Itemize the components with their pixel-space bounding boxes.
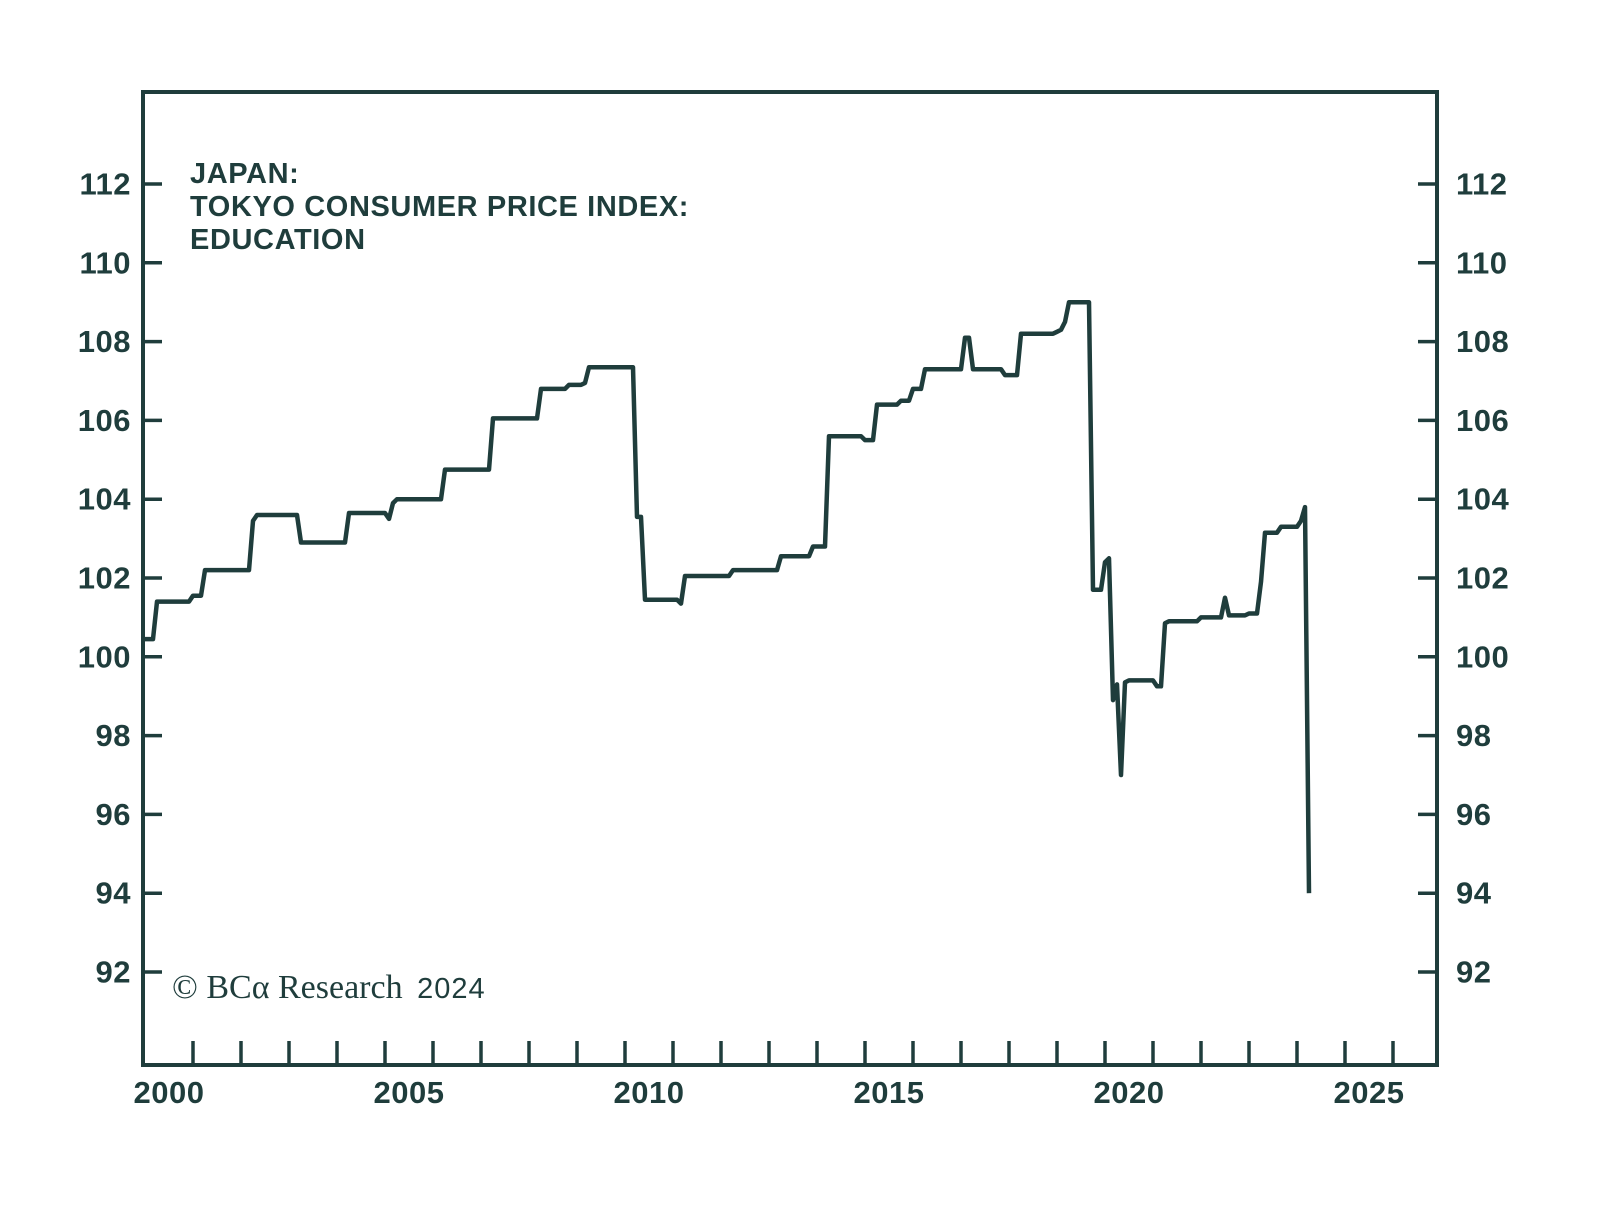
x-axis-year-ticks	[191, 1041, 1395, 1065]
y-axis-ticks-right	[1418, 182, 1437, 974]
y-label-left-112: 112	[79, 167, 131, 202]
y-label-right-92: 92	[1456, 955, 1491, 990]
y-label-right-102: 102	[1456, 561, 1509, 596]
y-label-right-98: 98	[1456, 718, 1491, 753]
y-axis-labels-right: 112 110 108 106 104 102 100 98 96 94 92	[1456, 167, 1509, 990]
chart-title-line-2: TOKYO CONSUMER PRICE INDEX:	[190, 191, 689, 223]
chart-title: JAPAN: TOKYO CONSUMER PRICE INDEX: EDUCA…	[190, 158, 689, 256]
y-label-left-100: 100	[78, 639, 131, 674]
x-axis-labels: 2000 2005 2010 2015 2020 2025	[134, 1075, 1405, 1110]
y-label-left-94: 94	[96, 876, 132, 911]
y-label-left-104: 104	[78, 482, 131, 517]
x-label-2025: 2025	[1334, 1075, 1405, 1110]
y-label-right-100: 100	[1456, 639, 1509, 674]
y-label-left-102: 102	[78, 561, 131, 596]
x-label-2000: 2000	[134, 1075, 205, 1110]
x-label-2010: 2010	[614, 1075, 685, 1110]
chart-title-line-1: JAPAN:	[190, 158, 299, 190]
y-axis-ticks-left	[143, 182, 162, 974]
y-label-left-110: 110	[79, 245, 131, 280]
y-label-right-108: 108	[1456, 324, 1509, 359]
y-axis-labels-left: 112 110 108 106 104 102 100 98 96 94 92	[78, 167, 131, 990]
x-label-2005: 2005	[374, 1075, 445, 1110]
y-label-right-106: 106	[1456, 403, 1509, 438]
y-label-left-92: 92	[96, 955, 131, 990]
x-label-2015: 2015	[854, 1075, 925, 1110]
y-label-right-112: 112	[1456, 167, 1508, 202]
copyright-text: © BCα Research	[172, 969, 403, 1006]
y-label-right-110: 110	[1456, 245, 1508, 280]
chart-title-line-3: EDUCATION	[190, 224, 366, 256]
copyright-notice: © BCα Research 2024	[172, 969, 486, 1006]
y-label-left-96: 96	[96, 797, 131, 832]
y-label-left-106: 106	[78, 403, 131, 438]
y-label-right-96: 96	[1456, 797, 1491, 832]
y-label-left-98: 98	[96, 718, 131, 753]
x-label-2020: 2020	[1094, 1075, 1165, 1110]
y-label-right-104: 104	[1456, 482, 1509, 517]
y-label-left-108: 108	[78, 324, 131, 359]
cpi-education-line	[145, 299, 1312, 894]
y-label-right-94: 94	[1456, 876, 1492, 911]
copyright-year: 2024	[417, 973, 486, 1005]
